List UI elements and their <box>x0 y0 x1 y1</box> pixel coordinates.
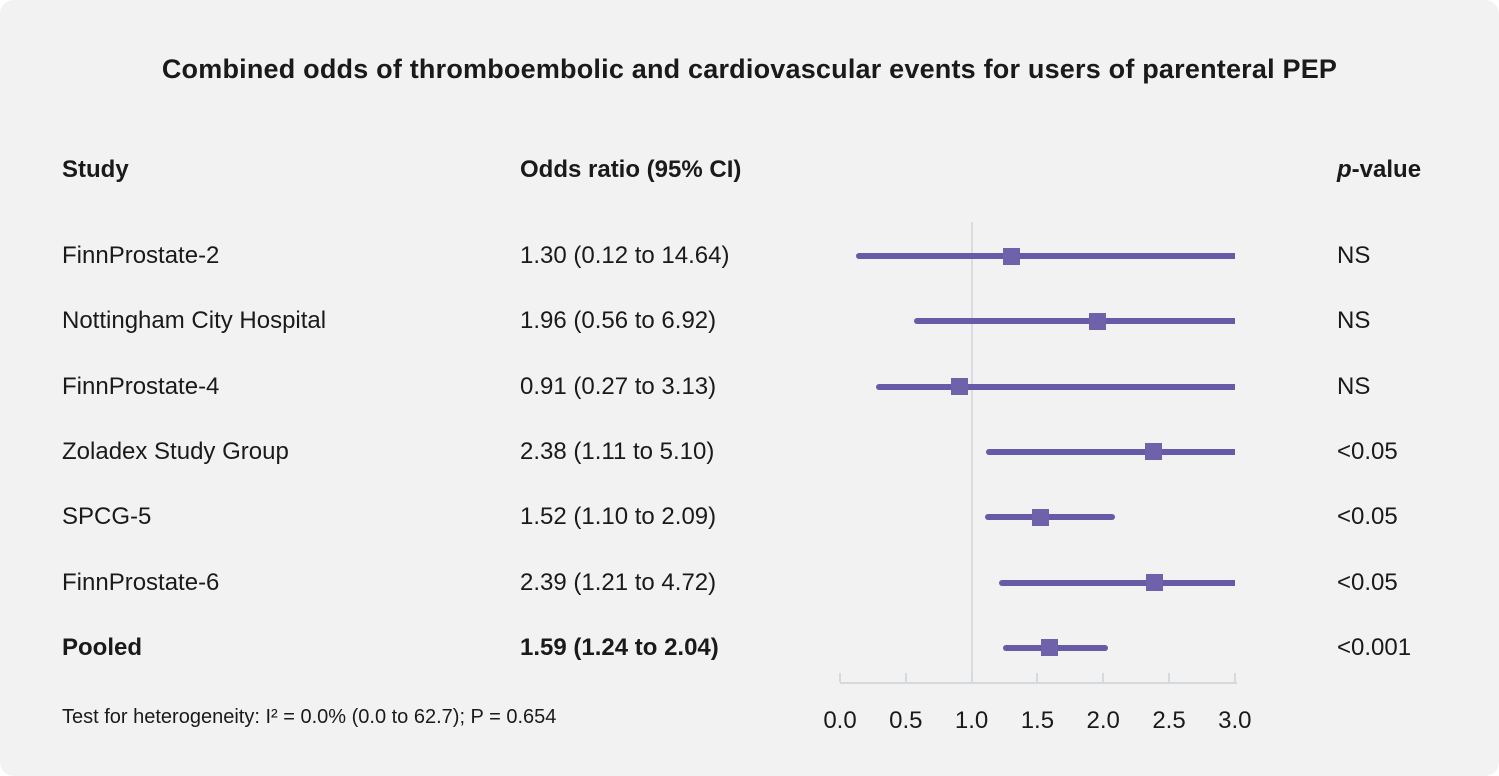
heterogeneity-footnote: Test for heterogeneity: I² = 0.0% (0.0 t… <box>62 706 557 728</box>
odds-ratio-label: 1.30 (0.12 to 14.64) <box>520 242 730 269</box>
confidence-interval-line <box>875 383 1235 390</box>
p-value-label: <0.05 <box>1337 568 1398 596</box>
confidence-interval-line <box>984 514 1116 521</box>
odds-ratio-marker <box>1040 639 1058 657</box>
confidence-interval-line <box>999 579 1235 586</box>
column-header-study: Study <box>62 156 129 183</box>
x-axis-tick <box>1036 673 1039 682</box>
x-axis-tick <box>904 673 907 682</box>
x-axis-tick <box>1233 673 1236 682</box>
p-value-label: <0.001 <box>1337 633 1412 661</box>
p-value-label: <0.05 <box>1337 503 1398 531</box>
odds-ratio-marker <box>1031 508 1049 526</box>
column-header-p-value: p-value <box>1337 154 1421 186</box>
odds-ratio-label: 1.59 (1.24 to 2.04) <box>520 633 719 661</box>
odds-ratio-label: 1.96 (0.56 to 6.92) <box>520 307 717 335</box>
odds-ratio-label: 2.38 (1.11 to 5.10) <box>520 437 715 465</box>
x-axis-tick-label: 2.0 <box>1086 707 1120 734</box>
p-value-label: NS <box>1337 242 1371 269</box>
odds-ratio-label: 2.39 (1.21 to 4.72) <box>520 568 717 596</box>
odds-ratio-marker <box>1146 574 1164 592</box>
study-name: SPCG-5 <box>62 503 152 531</box>
p-value-header-suffix: -value <box>1351 156 1422 183</box>
study-name: Pooled <box>62 633 143 661</box>
x-axis-tick-label: 1.0 <box>954 707 989 734</box>
study-name: Zoladex Study Group <box>62 437 289 465</box>
p-value-header-italic-p: p <box>1337 156 1352 183</box>
p-value-label: NS <box>1337 307 1371 335</box>
x-axis-tick <box>1168 673 1170 682</box>
odds-ratio-label: 1.52 (1.10 to 2.09) <box>520 503 717 531</box>
odds-ratio-marker <box>1002 247 1020 265</box>
confidence-interval-line <box>855 253 1235 259</box>
confidence-interval-line <box>986 448 1235 455</box>
chart-title: Combined odds of thromboembolic and card… <box>161 54 1338 84</box>
x-axis-tick <box>839 673 841 682</box>
x-axis-tick-label: 0.5 <box>889 707 923 734</box>
study-name: Nottingham City Hospital <box>62 307 327 335</box>
odds-ratio-marker <box>951 378 969 396</box>
odds-ratio-label: 0.91 (0.27 to 3.13) <box>520 372 717 400</box>
p-value-label: <0.05 <box>1337 437 1398 465</box>
reference-line <box>970 222 973 684</box>
odds-ratio-marker <box>1089 312 1107 330</box>
x-axis-tick-label: 1.5 <box>1020 707 1055 734</box>
odds-ratio-marker <box>1144 443 1162 461</box>
study-name: FinnProstate-4 <box>62 372 220 400</box>
x-axis-tick <box>1102 673 1105 682</box>
column-header-odds-ratio: Odds ratio (95% CI) <box>520 156 742 183</box>
x-axis-line <box>840 682 1237 684</box>
x-axis-tick <box>970 673 973 682</box>
x-axis-tick-label: 0.0 <box>823 707 857 734</box>
x-axis-tick-label: 2.5 <box>1152 707 1186 734</box>
study-name: FinnProstate-2 <box>62 242 220 269</box>
x-axis-tick-label: 3.0 <box>1218 707 1252 734</box>
confidence-interval-line <box>913 318 1235 325</box>
study-name: FinnProstate-6 <box>62 568 220 596</box>
p-value-label: NS <box>1337 372 1371 400</box>
